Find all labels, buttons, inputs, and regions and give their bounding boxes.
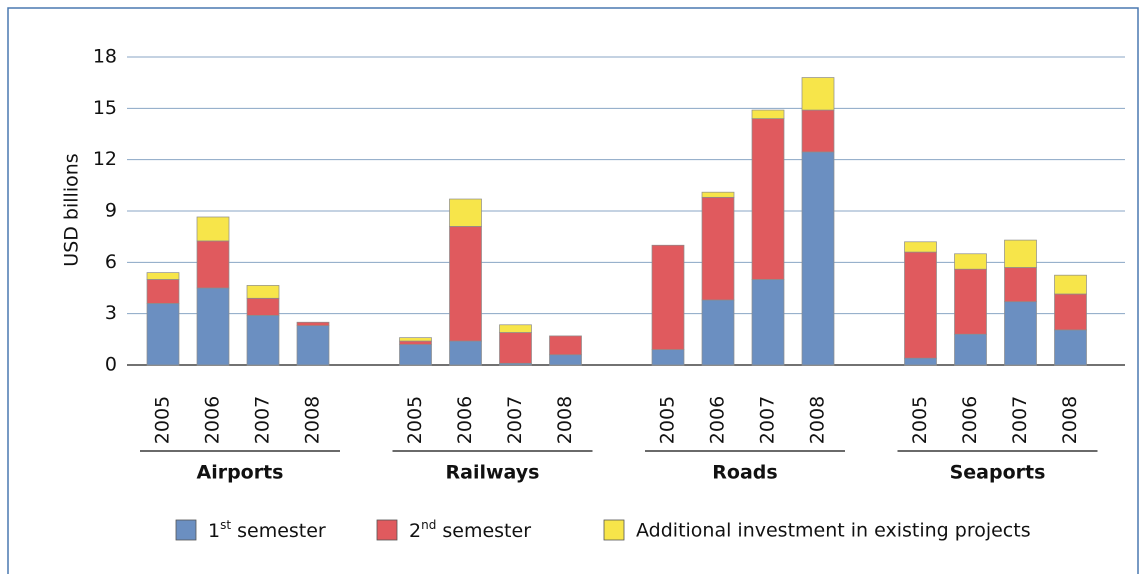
- bar-segment: [904, 357, 937, 366]
- bar-segment: [701, 299, 735, 366]
- bar-segment: [399, 337, 432, 342]
- group-label: Airports: [196, 462, 283, 484]
- bar-segment: [1054, 329, 1087, 366]
- bar-segment: [399, 340, 432, 345]
- bar-segment: [196, 287, 230, 366]
- x-tick-label: 2008: [554, 396, 576, 444]
- bar-segment: [549, 335, 582, 356]
- bar-segment: [801, 109, 835, 153]
- bar-segment: [651, 244, 685, 350]
- bar-segment: [904, 251, 937, 359]
- bar-segment: [246, 297, 280, 316]
- legend-label: 2nd semester: [409, 518, 531, 542]
- y-tick-label: 0: [105, 354, 117, 376]
- bar-segment: [954, 333, 987, 366]
- bar-segment: [1054, 274, 1087, 295]
- bar-segment: [196, 240, 230, 289]
- bar-segment: [1004, 301, 1037, 366]
- bar-segment: [146, 272, 180, 280]
- x-tick-label: 2006: [202, 396, 224, 444]
- x-tick-label: 2007: [1009, 396, 1031, 444]
- bar-segment: [246, 315, 280, 366]
- bar-segment: [954, 268, 987, 335]
- y-tick-label: 3: [105, 302, 117, 324]
- x-tick-label: 2008: [807, 396, 829, 444]
- bar-segment: [751, 109, 785, 119]
- x-tick-label: 2008: [302, 396, 324, 444]
- x-tick-label: 2005: [909, 396, 931, 444]
- y-axis-label: USD billions: [61, 153, 83, 266]
- bar-segment: [651, 349, 685, 366]
- bar-segment: [751, 279, 785, 366]
- bar-segment: [196, 216, 230, 242]
- bar-segment: [499, 332, 532, 364]
- bar-segment: [146, 279, 180, 304]
- legend-swatch: [175, 519, 197, 541]
- x-tick-label: 2005: [404, 396, 426, 444]
- group-label: Railways: [446, 462, 540, 484]
- bar-segment: [954, 253, 987, 270]
- bar-segment: [801, 151, 835, 366]
- bar-segment: [701, 196, 735, 301]
- y-tick-label: 18: [93, 46, 117, 68]
- x-tick-label: 2008: [1059, 396, 1081, 444]
- legend-swatch: [603, 519, 625, 541]
- bar-segment: [449, 198, 482, 227]
- bar-segment: [549, 354, 582, 366]
- y-tick-label: 15: [93, 97, 117, 119]
- x-tick-label: 2005: [152, 396, 174, 444]
- bar-segment: [904, 241, 937, 253]
- x-tick-label: 2007: [252, 396, 274, 444]
- bar-segment: [1004, 267, 1037, 303]
- legend-label: 1st semester: [208, 518, 326, 542]
- legend-label: Additional investment in existing projec…: [636, 520, 1031, 542]
- x-tick-label: 2006: [454, 396, 476, 444]
- group-label: Seaports: [950, 462, 1046, 484]
- bar-segment: [701, 191, 735, 198]
- bar-segment: [449, 226, 482, 342]
- bar-segment: [751, 118, 785, 280]
- x-tick-label: 2006: [959, 396, 981, 444]
- bar-segment: [146, 303, 180, 366]
- bar-segment: [399, 344, 432, 366]
- legend-swatch: [376, 519, 398, 541]
- bar-segment: [1054, 293, 1087, 331]
- x-tick-label: 2007: [504, 396, 526, 444]
- frame: [7, 7, 1139, 574]
- bar-segment: [449, 340, 482, 366]
- y-tick-label: 6: [105, 251, 117, 273]
- x-tick-label: 2007: [757, 396, 779, 444]
- group-label: Roads: [712, 462, 777, 484]
- bar-segment: [499, 324, 532, 333]
- bar-segment: [296, 325, 330, 366]
- x-tick-label: 2006: [707, 396, 729, 444]
- bar-segment: [801, 77, 835, 111]
- y-tick-label: 9: [105, 200, 117, 222]
- bar-segment: [296, 321, 330, 326]
- bar-segment: [246, 285, 280, 299]
- y-tick-label: 12: [93, 148, 117, 170]
- x-tick-label: 2005: [657, 396, 679, 444]
- bar-segment: [1004, 239, 1037, 268]
